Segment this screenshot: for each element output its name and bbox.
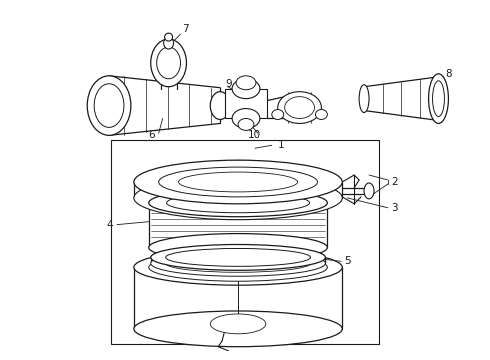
Text: 6: 6 — [149, 130, 155, 140]
Bar — [111, 140, 379, 344]
Ellipse shape — [278, 92, 321, 123]
Text: 7: 7 — [182, 24, 189, 34]
Ellipse shape — [429, 74, 448, 123]
Text: 8: 8 — [445, 69, 452, 79]
Ellipse shape — [151, 244, 325, 270]
Ellipse shape — [210, 92, 230, 120]
Ellipse shape — [151, 39, 187, 87]
Text: 1: 1 — [278, 140, 284, 150]
Text: 2: 2 — [391, 177, 397, 187]
Text: 10: 10 — [248, 130, 261, 140]
Ellipse shape — [236, 76, 256, 90]
Ellipse shape — [232, 79, 260, 99]
Ellipse shape — [164, 37, 173, 49]
Ellipse shape — [178, 172, 297, 192]
Ellipse shape — [157, 47, 180, 79]
Text: 3: 3 — [391, 203, 397, 213]
Ellipse shape — [232, 109, 260, 129]
Ellipse shape — [433, 81, 444, 117]
Ellipse shape — [94, 84, 124, 127]
Ellipse shape — [272, 109, 284, 120]
Ellipse shape — [166, 248, 311, 266]
Ellipse shape — [87, 76, 131, 135]
Text: 5: 5 — [344, 256, 351, 266]
Ellipse shape — [149, 253, 327, 281]
Text: 4: 4 — [106, 220, 113, 230]
Ellipse shape — [285, 96, 315, 118]
Bar — [225, 89, 267, 118]
Text: 9: 9 — [225, 79, 232, 89]
Ellipse shape — [165, 33, 172, 41]
Ellipse shape — [210, 314, 266, 334]
Ellipse shape — [149, 234, 327, 261]
Ellipse shape — [166, 255, 311, 272]
Ellipse shape — [238, 118, 254, 130]
Ellipse shape — [134, 160, 342, 204]
Ellipse shape — [364, 183, 374, 199]
Ellipse shape — [316, 109, 327, 120]
Ellipse shape — [134, 176, 342, 220]
Ellipse shape — [359, 85, 369, 113]
Ellipse shape — [167, 193, 310, 213]
Ellipse shape — [134, 311, 342, 347]
Ellipse shape — [159, 167, 318, 197]
Ellipse shape — [151, 251, 325, 276]
Ellipse shape — [134, 249, 342, 285]
Ellipse shape — [149, 189, 327, 217]
